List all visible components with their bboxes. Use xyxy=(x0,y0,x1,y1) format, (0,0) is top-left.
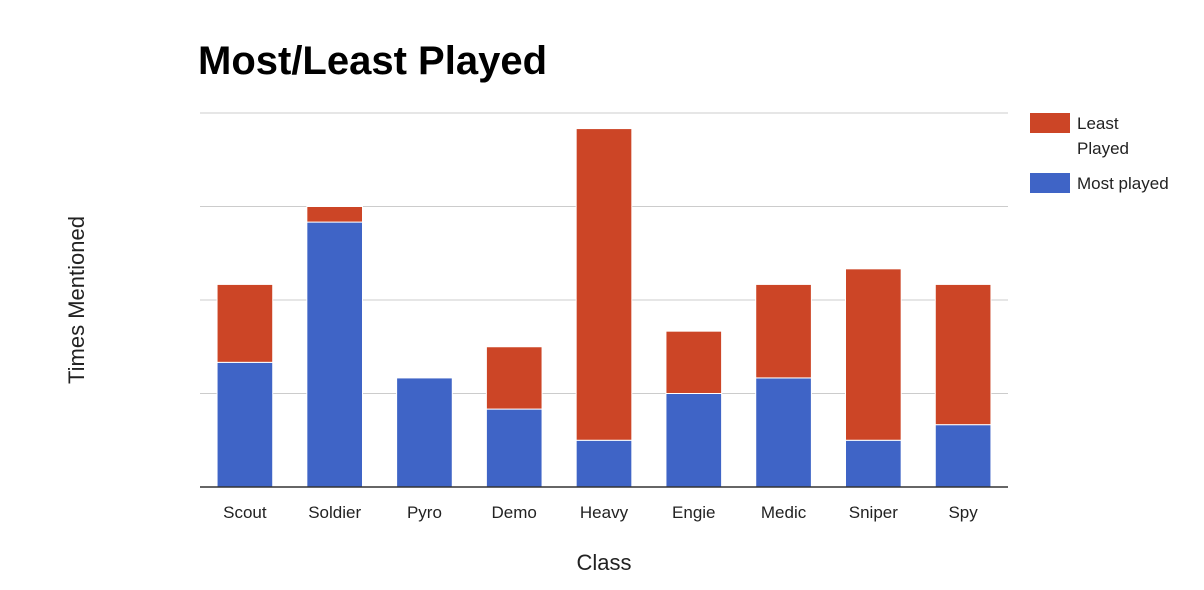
x-tick-label: Demo xyxy=(492,503,537,522)
x-tick-label: Scout xyxy=(223,503,267,522)
legend-swatch xyxy=(1030,113,1070,133)
legend-label: Least xyxy=(1077,114,1119,133)
bar-engie-least xyxy=(665,330,723,394)
bar-heavy-most xyxy=(575,439,633,488)
x-tick-label: Sniper xyxy=(849,503,898,522)
x-tick-label: Heavy xyxy=(580,503,629,522)
bar-engie-most xyxy=(665,393,723,488)
legend-label: Played xyxy=(1077,139,1129,158)
bar-demo-least xyxy=(485,346,543,410)
x-tick-labels: Scout Soldier Pyro Demo Heavy Engie Medic Snipe… xyxy=(223,503,978,522)
bar-spy-least xyxy=(934,283,992,426)
x-axis-title: Class xyxy=(576,550,631,575)
bar-scout-most xyxy=(216,361,274,488)
bar-spy-most xyxy=(934,424,992,488)
bar-demo-most xyxy=(485,408,543,488)
bar-scout-least xyxy=(216,283,274,363)
bar-medic-most xyxy=(755,377,812,488)
bar-pyro-most xyxy=(396,377,453,488)
x-tick-label: Pyro xyxy=(407,503,442,522)
bar-soldier-least xyxy=(306,206,363,223)
x-tick-label: Spy xyxy=(948,503,978,522)
x-tick-label: Soldier xyxy=(308,503,361,522)
legend: Least Played Most played xyxy=(1030,113,1169,193)
bar-soldier-most xyxy=(306,221,363,488)
legend-label: Most played xyxy=(1077,174,1169,193)
x-tick-label: Medic xyxy=(761,503,807,522)
chart-title: Most/Least Played xyxy=(198,39,547,83)
bar-medic-least xyxy=(755,283,812,379)
bar-heavy-least xyxy=(575,128,633,441)
x-tick-label: Engie xyxy=(672,503,715,522)
y-axis-title: Times Mentioned xyxy=(64,216,89,384)
bars xyxy=(216,128,992,488)
bar-sniper-least xyxy=(845,268,902,441)
bar-sniper-most xyxy=(845,439,902,488)
legend-swatch xyxy=(1030,173,1070,193)
